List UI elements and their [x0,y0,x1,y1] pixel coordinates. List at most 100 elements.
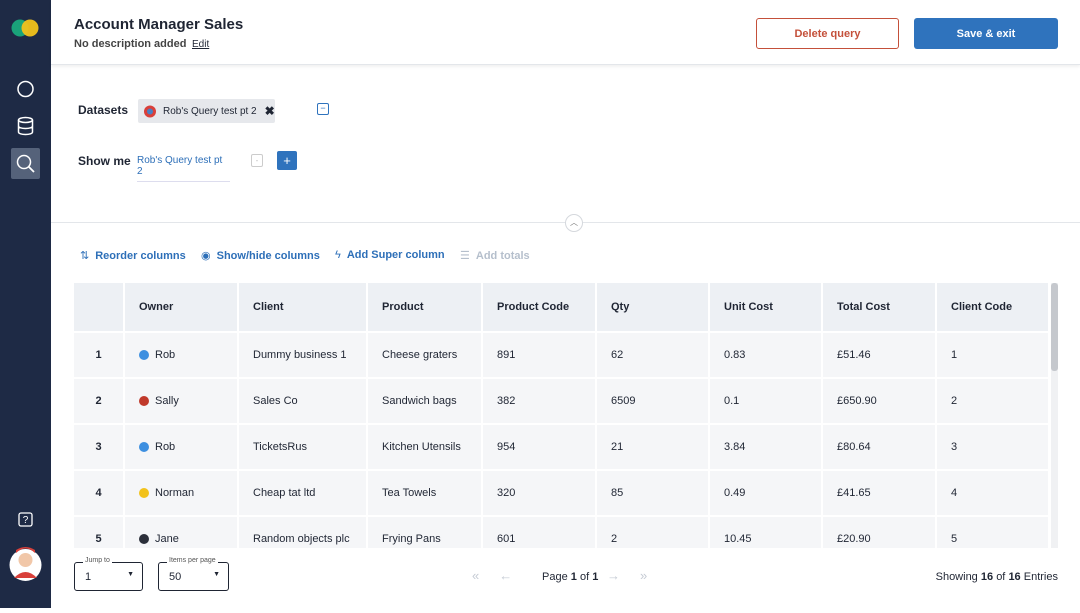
cell-text: 891 [497,349,516,361]
dataset-name: Rob's Query test pt 2 [163,105,257,117]
page-current: 1 [570,571,577,583]
toolbar-label: Show/hide columns [216,249,320,262]
cell-text: Frying Pans [382,533,441,545]
cell-text: 4 [951,487,958,499]
table-cell: 320 [483,471,597,515]
toolbar-icon: ☰ [460,250,470,262]
cell-text: 0.1 [724,395,740,407]
cell-text: Sales Co [253,395,298,407]
row-index: 2 [74,379,125,423]
cell-text: Sandwich bags [382,395,457,407]
nav-query[interactable] [11,148,40,179]
header-cell: Client [239,283,368,331]
page-word: Page [542,571,568,583]
cell-text: 320 [497,487,516,499]
table-cell: TicketsRus [239,425,368,469]
owner-dot [139,350,149,360]
cell-text: Tea Towels [382,487,437,499]
table-cell: 21 [597,425,710,469]
dataset-minus[interactable]: − [317,103,329,115]
save-button[interactable]: Save & exit [914,18,1058,49]
table-cell: Random objects plc [239,517,368,548]
jump-to-select[interactable]: Jump to 1 ▼ [74,557,143,591]
cell-text: 382 [497,395,516,407]
table-cell: Tea Towels [368,471,483,515]
table-cell: 0.83 [710,333,823,377]
table-cell: Cheese graters [368,333,483,377]
nav-help[interactable] [18,512,33,527]
header-cell: Total Cost [823,283,937,331]
items-per-page-select[interactable]: Items per page 50 ▼ [158,557,229,591]
show-me-minus[interactable]: - [251,154,263,167]
toolbar-button[interactable]: ϟ Add Super column [335,249,445,261]
table-cell: Sandwich bags [368,379,483,423]
collapse-button[interactable]: ︿ [565,214,583,232]
table-cell: 0.49 [710,471,823,515]
header-cell [74,283,125,331]
cell-text: 0.49 [724,487,746,499]
cell-text: 2 [951,395,958,407]
cell-text: 62 [611,349,624,361]
cell-text: 2 [95,395,102,407]
cell-text: 3 [95,441,102,453]
page-indicator: Page 1 of 1 [542,571,598,583]
table-cell: Frying Pans [368,517,483,548]
table-cell: Kitchen Utensils [368,425,483,469]
table-cell: £51.46 [823,333,937,377]
show-me-value[interactable]: Rob's Query test pt 2 [137,155,230,182]
delete-button[interactable]: Delete query [756,18,899,49]
table-cell: Sally [125,379,239,423]
table-cell: £20.90 [823,517,937,548]
cell-text: Random objects plc [253,533,350,545]
cell-text: 4 [95,487,102,499]
toolbar-icon: ⇅ [80,250,90,262]
cell-text: Norman [155,487,195,499]
cell-text: Sally [155,395,179,407]
toolbar-button: ☰ Add totals [460,249,530,263]
table-cell: Rob [125,333,239,377]
cell-text: 1 [95,349,102,361]
toolbar-button[interactable]: ⇅ Reorder columns [80,249,186,263]
toolbar-button[interactable]: ◉ Show/hide columns [201,249,320,263]
cell-text: 3.84 [724,441,746,453]
table-cell: 601 [483,517,597,548]
owner-dot [139,488,149,498]
title: Account Manager Sales [74,16,244,33]
cell-text: £80.64 [837,441,871,453]
cell-text: Rob [155,349,176,361]
table-cell: Cheap tat ltd [239,471,368,515]
toolbar-label: Add totals [475,249,530,262]
cell-text: 6509 [611,395,636,407]
cell-text: Kitchen Utensils [382,441,461,453]
table-cell: 3.84 [710,425,823,469]
table-cell: Jane [125,517,239,548]
show-me-plus[interactable]: + [277,151,297,170]
show-me-label: Show me [78,154,131,168]
cell-text: £41.65 [837,487,871,499]
nav-data[interactable] [17,116,34,136]
owner-dot [139,396,149,406]
pager-next[interactable]: →» [607,568,668,583]
cell-text: 21 [611,441,624,453]
pager-prev[interactable]: «← [472,568,533,583]
row-index: 3 [74,425,125,469]
cell-text: 85 [611,487,624,499]
showing-total: 16 [1008,571,1021,583]
cell-text: £51.46 [837,349,871,361]
row-index: 4 [74,471,125,515]
showing-count: 16 [980,571,994,583]
table-cell: 0.1 [710,379,823,423]
cell-text: 3 [951,441,958,453]
edit-link[interactable]: Edit [192,39,210,50]
table-cell: 2 [937,379,1050,423]
table-cell: £650.90 [823,379,937,423]
chip-remove[interactable]: ✖ [264,104,275,118]
header: Account Manager Sales No description add… [51,0,1080,65]
cell-text: 1 [951,349,958,361]
cell-text: 601 [497,533,516,545]
nav-home[interactable] [17,80,34,98]
cell-text: Cheese graters [382,349,458,361]
table-cell: 954 [483,425,597,469]
sidebar-icons: ? [9,19,42,581]
